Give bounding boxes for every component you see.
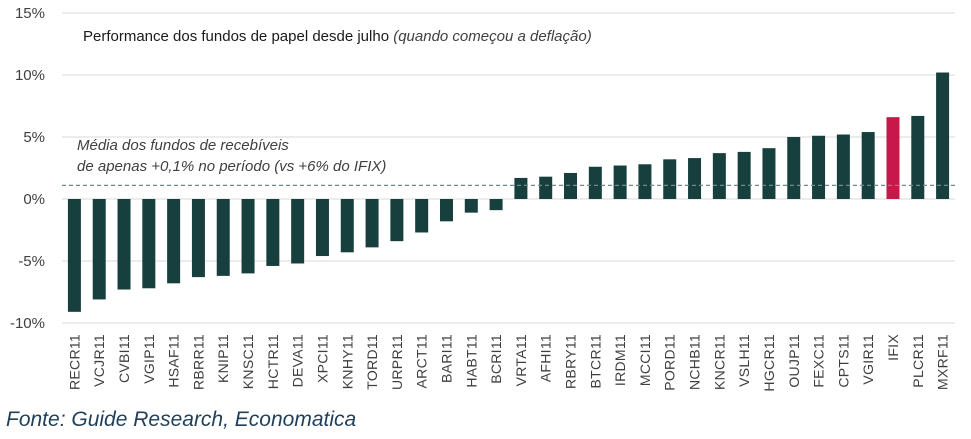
bar-hctr11 bbox=[266, 199, 280, 266]
y-tick-label: 15% bbox=[15, 5, 45, 22]
y-tick-label: -10% bbox=[10, 315, 45, 332]
bar-btcr11 bbox=[588, 166, 602, 199]
bar-deva11 bbox=[291, 199, 305, 264]
bar-oujp11 bbox=[787, 137, 801, 199]
x-category-label: DEVA11 bbox=[290, 334, 306, 387]
x-category-label: FEXC11 bbox=[811, 334, 827, 388]
x-category-label: OUJP11 bbox=[786, 334, 802, 388]
x-axis-category-labels: RECR11 VCJR11 CVBI11 VGIP11 HSAF11 RBRR11 KNIP… bbox=[66, 334, 950, 392]
x-category-label: BARI11 bbox=[438, 334, 454, 383]
x-category-label: VSLH11 bbox=[736, 334, 752, 387]
x-category-label: BTCR11 bbox=[587, 334, 603, 388]
x-category-label: HABT11 bbox=[463, 334, 479, 388]
bars bbox=[67, 72, 950, 312]
x-category-label: RECR11 bbox=[66, 334, 82, 390]
chart-title-line: Performance dos fundos de papel desde ju… bbox=[83, 28, 592, 45]
x-category-label: KNIP11 bbox=[215, 334, 231, 383]
bar-fexc11 bbox=[812, 135, 826, 199]
bar-vgir11 bbox=[861, 132, 875, 199]
bar-xpci11 bbox=[315, 199, 329, 257]
chart-title: Performance dos fundos de papel desde ju… bbox=[83, 28, 389, 45]
y-axis-tick-labels: 15% 10% 5% 0% -5% -10% bbox=[10, 5, 45, 332]
x-category-label: BCRI11 bbox=[488, 334, 504, 384]
x-category-label: PORD11 bbox=[662, 334, 678, 391]
y-tick-label: 0% bbox=[23, 191, 45, 208]
reference-annotation-line1: Média dos fundos de recebíveis bbox=[77, 137, 289, 154]
x-category-label: ARCT11 bbox=[414, 334, 430, 388]
x-category-label: RBRY11 bbox=[563, 334, 579, 389]
bar-knsc11 bbox=[241, 199, 255, 274]
bar-nchb11 bbox=[688, 158, 702, 199]
bar-hgcr11 bbox=[762, 148, 776, 199]
bar-bcri11 bbox=[489, 199, 503, 211]
x-category-label: HSAF11 bbox=[166, 334, 182, 388]
x-category-label: VGIR11 bbox=[860, 334, 876, 385]
bar-pord11 bbox=[663, 159, 677, 199]
x-category-label: VGIP11 bbox=[141, 334, 157, 384]
bar-habt11 bbox=[464, 199, 478, 213]
bar-hsaf11 bbox=[167, 199, 181, 284]
bar-mxrf11 bbox=[936, 72, 950, 199]
bar-irdm11 bbox=[613, 165, 627, 199]
x-category-label: CPTS11 bbox=[835, 334, 851, 388]
bar-rbrr11 bbox=[191, 199, 205, 278]
x-category-label: KNCR11 bbox=[711, 334, 727, 390]
x-category-label: KNSC11 bbox=[240, 334, 256, 389]
bar-cpts11 bbox=[836, 134, 850, 199]
bar-vslh11 bbox=[737, 151, 751, 199]
x-category-label: URPR11 bbox=[389, 334, 405, 390]
bar-vgip11 bbox=[142, 199, 156, 289]
x-category-label: MCCI11 bbox=[637, 334, 653, 386]
bar-vcjr11 bbox=[92, 199, 106, 300]
y-tick-label: -5% bbox=[18, 253, 45, 270]
x-category-label: VRTA11 bbox=[513, 334, 529, 386]
x-category-label: AFHI11 bbox=[538, 334, 554, 382]
reference-annotation-line2: de apenas +0,1% no período (vs +6% do IF… bbox=[77, 158, 386, 175]
x-category-label: NCHB11 bbox=[687, 334, 703, 390]
gridlines bbox=[62, 12, 955, 324]
bar-rbry11 bbox=[564, 172, 578, 199]
bar-mcci11 bbox=[638, 164, 652, 199]
bar-knhy11 bbox=[340, 199, 354, 253]
bar-ifix bbox=[886, 117, 900, 199]
bar-knip11 bbox=[216, 199, 230, 276]
bar-urpr11 bbox=[390, 199, 404, 242]
chart-subtitle: (quando começou a deflação) bbox=[393, 28, 591, 45]
bar-vrta11 bbox=[514, 177, 528, 199]
bar-tord11 bbox=[365, 199, 379, 248]
x-category-label: TORD11 bbox=[364, 334, 380, 390]
x-category-label: RBRR11 bbox=[190, 334, 206, 390]
bar-cvbi11 bbox=[117, 199, 131, 290]
x-category-label: VCJR11 bbox=[91, 334, 107, 387]
bar-arct11 bbox=[415, 199, 429, 233]
x-category-label: KNHY11 bbox=[339, 334, 355, 389]
bar-recr11 bbox=[67, 199, 81, 312]
x-category-label: MXRF11 bbox=[935, 334, 951, 390]
x-category-label: IFIX bbox=[885, 334, 901, 361]
y-tick-label: 10% bbox=[15, 67, 45, 84]
source-note: Fonte: Guide Research, Economatica bbox=[6, 408, 356, 431]
bar-bari11 bbox=[439, 199, 453, 222]
x-category-label: IRDM11 bbox=[612, 334, 628, 386]
x-category-label: CVBI11 bbox=[116, 334, 132, 383]
y-tick-label: 5% bbox=[23, 129, 45, 146]
x-category-label: PLCR11 bbox=[910, 334, 926, 388]
x-category-label: XPCI11 bbox=[314, 334, 330, 383]
bar-kncr11 bbox=[712, 153, 726, 199]
bar-afhi11 bbox=[539, 176, 553, 199]
x-category-label: HGCR11 bbox=[761, 334, 777, 392]
x-category-label: HCTR11 bbox=[265, 334, 281, 389]
bar-plcr11 bbox=[911, 115, 925, 199]
